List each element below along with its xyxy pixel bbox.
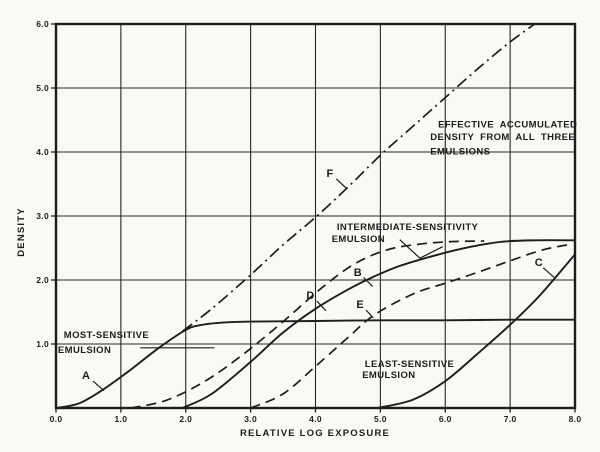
annotation-text: EMULSION	[332, 234, 385, 245]
leader-line	[363, 276, 374, 287]
curve-letter-text: F	[327, 168, 334, 180]
y-tick-label: 5.0	[36, 83, 49, 93]
curve-letter-text: C	[535, 257, 543, 269]
x-axis-title: RELATIVE LOG EXPOSURE	[240, 428, 390, 439]
y-tick-label: 4.0	[36, 147, 49, 157]
leader-line	[542, 267, 555, 278]
y-tick-label: 3.0	[36, 211, 49, 221]
y-tick-label: 6.0	[36, 19, 49, 29]
annotations-layer: ABCDEFMOST-SENSITIVEEMULSIONINTERMEDIATE…	[58, 120, 577, 392]
annotation-text: MOST-SENSITIVE	[64, 330, 149, 341]
annotation-curve-letter-d: D	[306, 290, 327, 312]
curve-letter-text: E	[356, 299, 364, 311]
curve-e	[250, 243, 572, 409]
curve-c	[376, 253, 576, 409]
leader-line	[365, 309, 374, 319]
curve-letter-text: B	[354, 267, 362, 279]
annotation-curve-letter-f: F	[327, 168, 348, 189]
curves-layer	[55, 23, 576, 409]
x-tick-label: 5.0	[374, 414, 387, 424]
y-axis-title: DENSITY	[16, 207, 27, 257]
curve-d	[130, 240, 485, 409]
leader-line	[335, 178, 348, 189]
annotation-text: EMULSION	[58, 345, 111, 356]
annotation-text: EMULSION	[362, 370, 415, 381]
annotation-curve-letter-e: E	[356, 299, 374, 319]
x-tick-label: 4.0	[309, 414, 322, 424]
annotation-text: EFFECTIVE ACCUMULATED	[438, 120, 577, 131]
annotation-text: DENSITY FROM ALL THREE	[430, 132, 575, 143]
x-tick-label: 6.0	[439, 414, 452, 424]
leader-line	[419, 246, 443, 259]
annotation-text: LEAST-SENSITIVE	[365, 359, 454, 370]
y-tick-label: 2.0	[36, 275, 49, 285]
curve-letter-text: D	[306, 290, 314, 302]
curve-a	[55, 318, 576, 409]
annotation-curve-letter-a: A	[82, 370, 105, 392]
x-tick-label: 8.0	[569, 414, 582, 424]
annotation-curve-letter-b: B	[354, 267, 374, 287]
x-tick-label: 0.0	[50, 414, 63, 424]
grid-layer: 0.0 1.0 2.0 3.0 4.0 5.0 6.0 7.0 8.0 1.0 2.0 3.0 4.0 5…	[36, 19, 581, 424]
plot-border	[54, 22, 577, 410]
annotation-curve-letter-c: C	[535, 257, 555, 278]
x-tick-label: 7.0	[504, 414, 517, 424]
annotation-text: EMULSIONS	[430, 147, 490, 158]
annotation-most-sensitive-emulsion: MOST-SENSITIVE EMULSION	[58, 330, 215, 356]
x-tick-label: 3.0	[244, 414, 257, 424]
x-tick-label: 1.0	[115, 414, 128, 424]
curve-b	[182, 239, 576, 409]
leader-line	[399, 239, 421, 259]
leader-line	[316, 300, 327, 312]
curve-letter-text: A	[82, 370, 90, 382]
axes-layer: RELATIVE LOG EXPOSURE DENSITY	[16, 207, 390, 439]
leader-line	[92, 380, 105, 392]
x-tick-label: 2.0	[179, 414, 192, 424]
y-tick-label: 1.0	[36, 339, 49, 349]
annotation-text: INTERMEDIATE-SENSITIVITY	[337, 222, 479, 233]
curve-f	[181, 23, 536, 332]
